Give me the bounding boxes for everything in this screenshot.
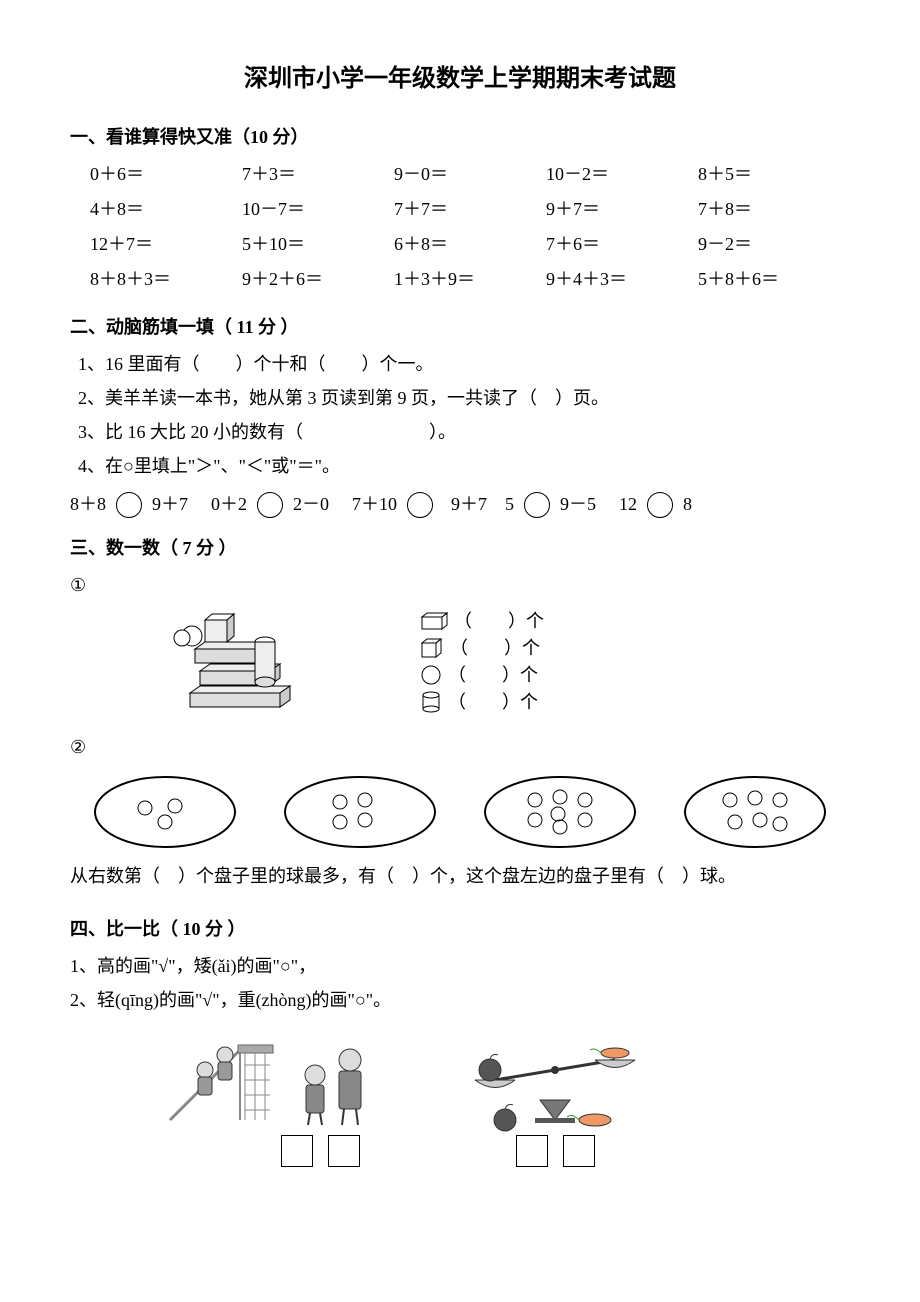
problem: 12＋7＝ — [90, 230, 242, 259]
circle-blank — [647, 492, 673, 518]
compare-left: 0＋2 — [211, 490, 247, 519]
compare-left: 5 — [505, 490, 514, 519]
problem: 6＋8＝ — [394, 230, 546, 259]
math-problems-table: 0＋6＝ 7＋3＝ 9－0＝ 10－2＝ 8＋5＝ 4＋8＝ 10－7＝ 7＋7… — [90, 160, 850, 293]
section2-header: 二、动脑筋填一填（ 11 分 ） — [70, 313, 850, 342]
marker-2: ② — [70, 733, 86, 762]
problem: 9＋7＝ — [546, 195, 698, 224]
shape-label: （ ）个 — [448, 689, 538, 716]
compare-left: 8＋8 — [70, 490, 106, 519]
plate-1 — [90, 772, 240, 852]
weight-comparison-illustration — [440, 1025, 670, 1135]
problem: 8＋5＝ — [698, 160, 850, 189]
blocks-illustration — [170, 608, 310, 718]
height-comparison-illustration — [150, 1025, 380, 1135]
problem: 9－0＝ — [394, 160, 546, 189]
problem: 5＋10＝ — [242, 230, 394, 259]
compare-left: 7＋10 — [352, 490, 397, 519]
problem: 7＋7＝ — [394, 195, 546, 224]
question: 1、16 里面有（ ）个十和（ ）个一。 — [70, 350, 850, 379]
problem: 7＋3＝ — [242, 160, 394, 189]
plate-4 — [680, 772, 830, 852]
question: 1、高的画"√"，矮(ǎi)的画"○"， — [70, 952, 850, 981]
problem: 1＋3＋9＝ — [394, 265, 546, 294]
section3-header: 三、数一数（ 7 分 ） — [70, 534, 850, 563]
plate-2 — [280, 772, 440, 852]
comparison-images — [150, 1025, 850, 1167]
problem: 0＋6＝ — [90, 160, 242, 189]
compare-right: 8 — [683, 490, 692, 519]
answer-box — [563, 1135, 595, 1167]
question: 2、轻(qīng)的画"√"，重(zhòng)的画"○"。 — [70, 986, 850, 1015]
question: 2、美羊羊读一本书，她从第 3 页读到第 9 页，一共读了（ ）页。 — [70, 384, 850, 413]
problem: 10－2＝ — [546, 160, 698, 189]
shape-label: （ ）个 — [448, 662, 538, 689]
shape-count-list: （ ）个 （ ）个 （ ）个 （ ）个 — [420, 608, 544, 716]
question: 3、比 16 大比 20 小的数有（ ）。 — [70, 418, 850, 447]
compare-right: 9＋7 — [152, 490, 188, 519]
answer-box — [281, 1135, 313, 1167]
problem: 8＋8＋3＝ — [90, 265, 242, 294]
page-title: 深圳市小学一年级数学上学期期末考试题 — [70, 60, 850, 98]
cube-icon — [420, 637, 444, 659]
compare-right: 9＋7 — [451, 490, 487, 519]
cuboid-icon — [420, 611, 448, 631]
circle-blank — [407, 492, 433, 518]
problem: 7＋6＝ — [546, 230, 698, 259]
circle-blank — [524, 492, 550, 518]
problem: 9＋4＋3＝ — [546, 265, 698, 294]
answer-box — [516, 1135, 548, 1167]
answer-box — [328, 1135, 360, 1167]
circle-blank — [116, 492, 142, 518]
problem: 9－2＝ — [698, 230, 850, 259]
cylinder-icon — [420, 690, 442, 714]
section4-header: 四、比一比（ 10 分 ） — [70, 915, 850, 944]
question: 4、在○里填上"＞"、"＜"或"＝"。 — [70, 452, 850, 481]
shape-label: （ ）个 — [454, 608, 544, 635]
circle-blank — [257, 492, 283, 518]
problem: 7＋8＝ — [698, 195, 850, 224]
comparison-row: 8＋8 9＋7 0＋2 2－0 7＋10 9＋7 5 9－5 12 8 — [70, 490, 850, 519]
compare-right: 9－5 — [560, 490, 596, 519]
problem: 4＋8＝ — [90, 195, 242, 224]
problem: 5＋8＋6＝ — [698, 265, 850, 294]
plate-3 — [480, 772, 640, 852]
problem: 10－7＝ — [242, 195, 394, 224]
plates-row — [70, 772, 850, 852]
compare-right: 2－0 — [293, 490, 329, 519]
compare-left: 12 — [619, 490, 637, 519]
sphere-icon — [420, 664, 442, 686]
problem: 9＋2＋6＝ — [242, 265, 394, 294]
question: 从右数第（ ）个盘子里的球最多，有（ ）个，这个盘左边的盘子里有（ ）球。 — [70, 862, 850, 891]
marker-1: ① — [70, 571, 86, 600]
section1-header: 一、看谁算得快又准（10 分） — [70, 123, 850, 152]
shape-label: （ ）个 — [450, 635, 540, 662]
